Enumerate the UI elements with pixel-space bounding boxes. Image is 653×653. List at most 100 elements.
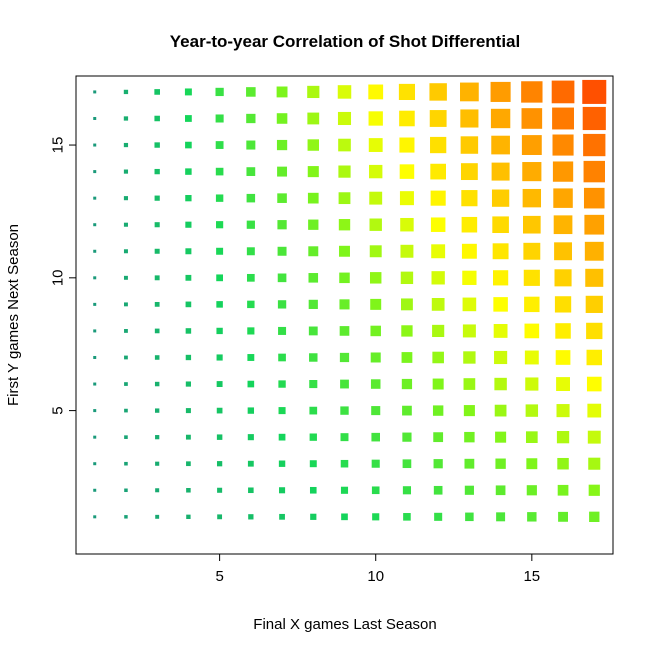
data-point	[307, 112, 320, 125]
y-tick-label: 15	[49, 137, 66, 154]
data-point	[93, 462, 97, 466]
data-point	[432, 351, 444, 364]
data-point	[185, 141, 192, 149]
data-point	[277, 166, 288, 177]
data-point	[368, 84, 384, 100]
data-point	[588, 484, 600, 496]
data-point	[155, 461, 160, 466]
data-point	[557, 457, 569, 470]
data-point	[464, 485, 474, 495]
data-point	[431, 298, 445, 311]
data-point	[93, 143, 97, 147]
data-point	[308, 273, 319, 283]
data-point	[154, 195, 160, 201]
data-point	[246, 140, 256, 150]
data-point	[340, 486, 349, 494]
data-point	[555, 350, 571, 365]
data-point	[430, 136, 447, 154]
data-point	[432, 324, 445, 338]
data-point	[462, 297, 477, 312]
data-point	[216, 221, 224, 229]
data-point	[496, 512, 506, 522]
data-point	[246, 220, 255, 229]
data-point	[369, 164, 383, 179]
data-point	[185, 168, 192, 175]
data-point	[123, 169, 129, 174]
data-point	[216, 247, 224, 255]
data-point	[277, 193, 287, 203]
data-point	[277, 300, 287, 309]
data-point	[431, 271, 445, 285]
data-point	[371, 432, 380, 442]
data-point	[399, 110, 415, 127]
data-point	[491, 189, 510, 207]
data-point	[401, 298, 413, 311]
data-point	[124, 461, 128, 466]
data-point	[93, 196, 97, 200]
data-point	[278, 433, 286, 441]
data-point	[556, 404, 570, 418]
data-point	[524, 323, 540, 339]
data-point	[433, 432, 444, 443]
data-point	[307, 192, 319, 204]
data-point	[463, 378, 476, 390]
data-point	[185, 408, 191, 414]
data-point	[278, 460, 286, 467]
data-point	[464, 431, 475, 443]
data-point	[123, 275, 128, 280]
data-point	[463, 351, 476, 364]
data-point	[246, 247, 255, 256]
data-point	[523, 215, 541, 234]
data-point	[279, 487, 286, 494]
data-point	[524, 350, 539, 365]
data-point	[124, 408, 128, 413]
data-point	[369, 245, 382, 258]
data-point	[556, 431, 570, 444]
data-point	[368, 111, 383, 126]
data-point	[340, 406, 349, 415]
data-point	[526, 458, 538, 470]
data-point	[278, 326, 287, 335]
data-point	[492, 243, 509, 260]
data-point	[372, 513, 380, 521]
data-point	[431, 244, 446, 259]
data-point	[93, 382, 97, 386]
x-tick-label: 5	[215, 568, 223, 585]
data-point	[552, 107, 574, 130]
data-point	[248, 514, 254, 520]
data-point	[276, 113, 288, 124]
data-point	[586, 349, 602, 366]
data-point	[185, 195, 192, 202]
data-point	[246, 87, 256, 97]
data-point	[526, 485, 537, 496]
x-tick-label: 10	[367, 568, 384, 585]
data-point	[430, 217, 446, 232]
data-point	[93, 302, 97, 306]
data-point	[217, 487, 223, 493]
data-point	[584, 241, 604, 261]
data-point	[525, 404, 539, 417]
data-point	[337, 85, 352, 99]
data-point	[461, 216, 478, 233]
data-point	[490, 108, 511, 129]
data-point	[491, 162, 510, 181]
data-point	[186, 488, 191, 493]
data-point	[276, 139, 288, 151]
data-point	[93, 515, 97, 519]
data-point	[154, 275, 160, 281]
data-point	[339, 245, 350, 257]
data-point	[460, 109, 479, 128]
data-point	[184, 88, 192, 96]
data-point	[490, 81, 511, 102]
data-point	[491, 135, 510, 155]
data-point	[465, 512, 474, 522]
data-point	[432, 378, 444, 390]
data-point	[216, 274, 223, 282]
data-point	[123, 196, 128, 201]
data-point	[525, 377, 539, 391]
data-point	[401, 352, 413, 363]
data-point	[185, 115, 192, 122]
data-point	[93, 435, 97, 439]
data-point	[340, 433, 349, 442]
data-point	[307, 139, 319, 151]
